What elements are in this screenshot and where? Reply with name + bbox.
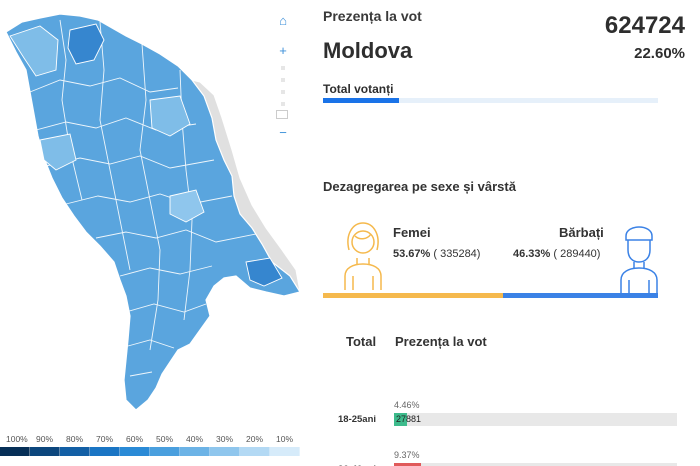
turnout-percent: 22.60%: [634, 45, 685, 62]
turnout-title: Prezența la vot: [323, 8, 422, 24]
zoom-slider-tick[interactable]: [281, 78, 285, 82]
map-country-shape[interactable]: [5, 13, 301, 411]
legend-label: 50%: [156, 434, 174, 444]
map-district-dark[interactable]: [245, 257, 283, 287]
legend-label: 100%: [6, 434, 28, 444]
zoom-slider-handle[interactable]: [276, 110, 288, 119]
moldova-map[interactable]: [0, 0, 308, 430]
legend-label: 90%: [36, 434, 54, 444]
age-row-label: 18-25ani: [338, 414, 377, 425]
map-legend: 100% 90% 80% 70% 60% 50% 40% 30% 20% 10%: [0, 428, 300, 466]
age-row-percent: 9.37%: [394, 450, 420, 460]
map-district-light[interactable]: [39, 133, 77, 171]
age-row-label: 26-40ani: [338, 464, 376, 466]
map-panel: ⌂ + − 100% 90% 80% 70% 60% 50% 40% 30% 20% 10%: [0, 0, 308, 466]
age-row-percent: 4.46%: [394, 400, 420, 410]
legend-swatch: [0, 447, 30, 456]
female-stats: 53.67% ( 335284): [393, 248, 480, 260]
age-presence-header: Prezența la vot: [395, 334, 487, 349]
age-row: 4.46% 18-25ani 27881: [308, 400, 700, 430]
male-count: ( 289440): [553, 248, 601, 260]
legend-swatch: [180, 447, 210, 456]
legend-swatch: [60, 447, 90, 456]
age-row: 9.37% 26-40ani: [308, 450, 700, 466]
zoom-in-button[interactable]: +: [273, 40, 293, 60]
legend-label: 20%: [246, 434, 264, 444]
age-row-bar: 27881: [394, 413, 677, 426]
legend-swatch: [90, 447, 120, 456]
region-name: Moldova: [323, 38, 413, 63]
map-district-light[interactable]: [149, 95, 191, 137]
legend-label: 60%: [126, 434, 144, 444]
male-stats: 46.33% ( 289440): [513, 248, 600, 260]
total-voters-label: Total votanți: [323, 82, 394, 96]
age-total-header: Total: [346, 334, 377, 349]
legend-label: 30%: [216, 434, 234, 444]
home-button[interactable]: ⌂: [273, 10, 293, 30]
gender-bar-female: [323, 293, 503, 298]
age-row-bar: [394, 463, 677, 466]
gender-ratio-bar: [323, 293, 658, 298]
zoom-out-button[interactable]: −: [273, 122, 293, 142]
male-percent: 46.33%: [513, 248, 551, 260]
map-district-light[interactable]: [9, 25, 59, 77]
legend-swatch: [120, 447, 150, 456]
legend-labels: 100% 90% 80% 70% 60% 50% 40% 30% 20% 10%: [0, 434, 300, 444]
age-row-bar-fill: [394, 413, 407, 426]
legend-label: 40%: [186, 434, 204, 444]
minus-icon: −: [279, 124, 287, 140]
female-label: Femei: [393, 225, 431, 240]
age-row-count: 27881: [396, 414, 422, 424]
female-icon: [344, 222, 382, 290]
zoom-slider-tick[interactable]: [281, 102, 285, 106]
legend-label: 70%: [96, 434, 114, 444]
gender-bar-male: [502, 293, 658, 298]
legend-swatch: [270, 447, 300, 456]
legend-swatch: [240, 447, 270, 456]
male-label: Bărbați: [559, 225, 604, 240]
map-district-light[interactable]: [169, 189, 205, 223]
zoom-slider-tick[interactable]: [281, 66, 285, 70]
legend-label: 80%: [66, 434, 84, 444]
map-district-dark[interactable]: [67, 23, 105, 65]
voter-count: 624724: [604, 12, 685, 39]
home-icon: ⌂: [279, 12, 287, 28]
plus-icon: +: [279, 42, 287, 58]
legend-swatch: [150, 447, 180, 456]
gender-age-heading: Dezagregarea pe sexe și vârstă: [323, 179, 516, 194]
total-voters-progress-fill: [323, 98, 399, 103]
gender-breakdown: Femei Bărbați 53.67% ( 335284) 46.33% ( …: [323, 208, 658, 300]
zoom-slider-tick[interactable]: [281, 90, 285, 94]
info-panel: Prezența la vot Moldova 624724 22.60% To…: [308, 0, 700, 466]
age-row-bar-fill: [394, 463, 421, 466]
legend-color-scale: [0, 447, 300, 456]
female-percent: 53.67%: [393, 248, 431, 260]
legend-label: 10%: [276, 434, 294, 444]
legend-swatch: [210, 447, 240, 456]
total-voters-progress: [323, 98, 658, 103]
female-count: ( 335284): [433, 248, 481, 260]
male-icon: [620, 226, 658, 294]
legend-swatch: [30, 447, 60, 456]
